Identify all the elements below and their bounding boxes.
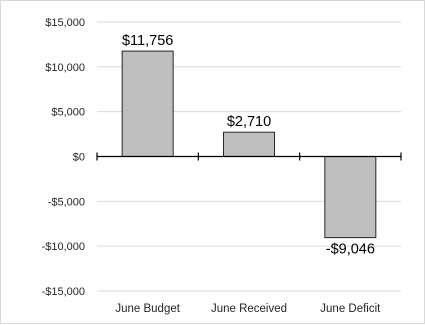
bar-june-received [223, 131, 275, 157]
data-labels: $11,756 $2,710 -$9,046 [122, 33, 375, 258]
y-tick-label: $5,000 [51, 107, 85, 119]
y-tick-label: -$5,000 [48, 196, 85, 208]
x-axis [96, 152, 402, 161]
y-tick-label: -$15,000 [42, 286, 85, 298]
y-tick-label: $10,000 [45, 62, 85, 74]
y-tick-label: $0 [73, 152, 85, 164]
bar-june-budget [121, 50, 174, 157]
y-axis-tick-labels: $15,000 $10,000 $5,000 $0 -$5,000 -$10,000 -$1… [42, 17, 85, 298]
data-label: -$9,046 [326, 242, 375, 258]
x-category-label: June Received [211, 303, 287, 315]
y-tick-label: -$10,000 [42, 241, 85, 253]
bar-june-deficit [324, 156, 377, 239]
x-category-label: June Budget [115, 303, 180, 315]
x-axis-category-labels: June Budget June Received June Deficit [115, 303, 381, 315]
y-tick-label: $15,000 [45, 17, 85, 29]
data-label: $11,756 [122, 33, 173, 49]
bars [121, 50, 377, 239]
data-label: $2,710 [227, 114, 271, 130]
x-category-label: June Deficit [320, 303, 381, 315]
